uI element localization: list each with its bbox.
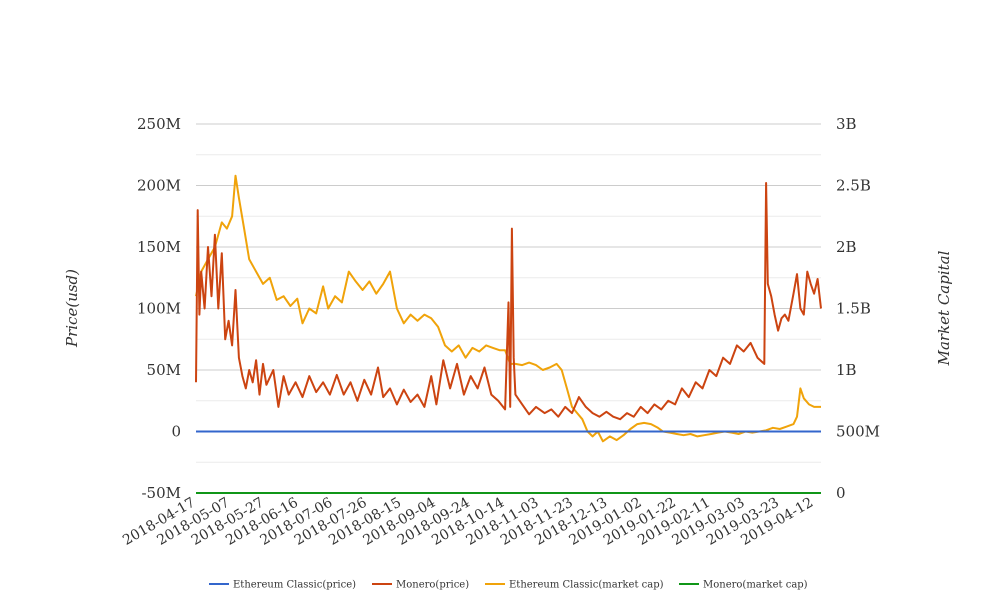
left-y-axis-ticks: -50M 0 50M 100M 150M 200M 250M bbox=[137, 115, 181, 502]
left-y-tick-label: -50M bbox=[141, 484, 181, 502]
legend-label: Monero(market cap) bbox=[703, 580, 808, 591]
right-y-tick-label: 1.5B bbox=[836, 300, 871, 318]
right-y-tick-label: 3B bbox=[836, 115, 857, 133]
left-y-axis-title: Price(usd) bbox=[63, 269, 81, 348]
legend-label: Monero(price) bbox=[396, 580, 469, 591]
x-axis-ticks: 2018-04-172018-05-072018-05-272018-06-16… bbox=[120, 495, 816, 549]
left-y-tick-label: 150M bbox=[137, 238, 181, 256]
right-y-tick-label: 2.5B bbox=[836, 177, 871, 195]
left-y-tick-label: 100M bbox=[137, 300, 181, 318]
series-line-monero-price bbox=[195, 182, 822, 421]
left-y-tick-label: 0 bbox=[171, 423, 181, 441]
right-y-tick-label: 500M bbox=[836, 423, 880, 441]
right-y-tick-label: 1B bbox=[836, 361, 857, 379]
right-y-axis-title: Market Capital bbox=[935, 250, 953, 366]
right-y-axis-ticks: 0 500M 1B 1.5B 2B 2.5B 3B bbox=[836, 115, 880, 502]
legend-label: Ethereum Classic(market cap) bbox=[509, 580, 664, 591]
left-y-tick-label: 250M bbox=[137, 115, 181, 133]
series-lines bbox=[195, 174, 822, 494]
left-y-tick-label: 200M bbox=[137, 177, 181, 195]
right-y-tick-label: 0 bbox=[836, 484, 846, 502]
left-y-tick-label: 50M bbox=[147, 361, 181, 379]
legend-label: Ethereum Classic(price) bbox=[233, 580, 356, 591]
right-y-tick-label: 2B bbox=[836, 238, 857, 256]
legend: Ethereum Classic(price) Monero(price) Ethe… bbox=[209, 580, 808, 591]
